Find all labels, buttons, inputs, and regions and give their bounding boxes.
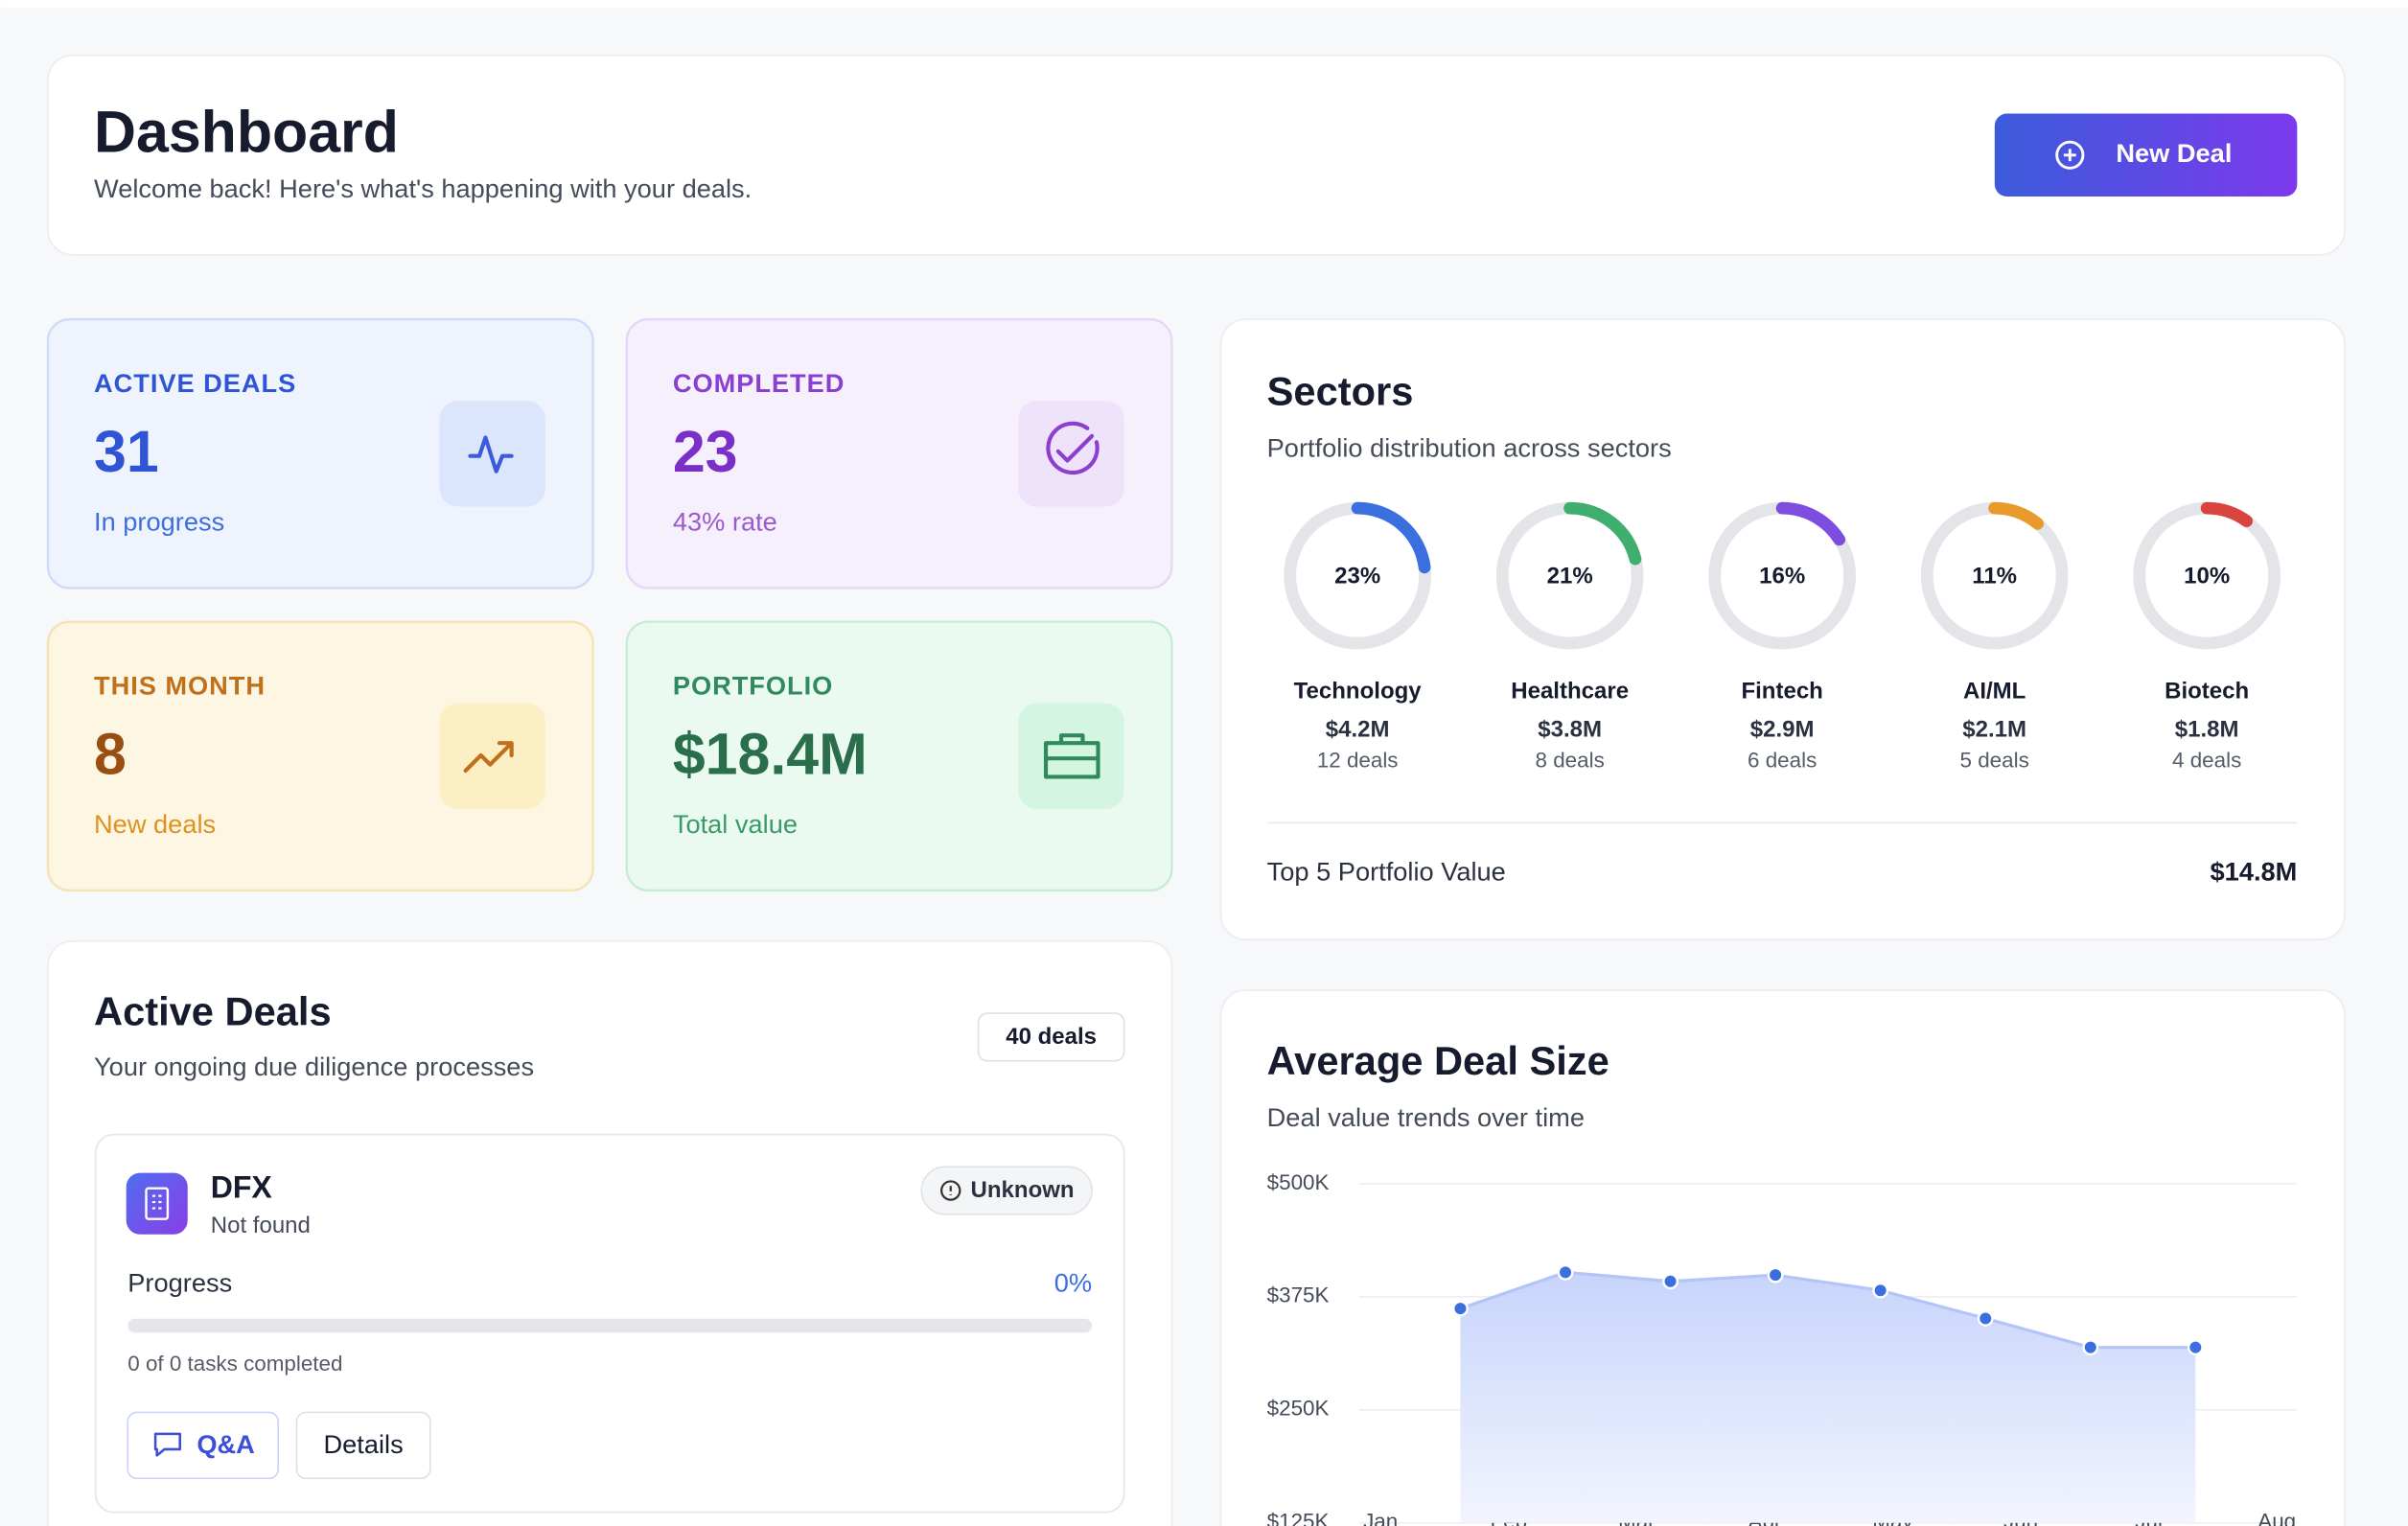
sector-name: AI/ML — [1963, 679, 2026, 705]
sector-value: $2.9M — [1750, 717, 1815, 743]
stat-card — [625, 620, 1173, 892]
chart-title: Average Deal Size — [1267, 1038, 1609, 1083]
progress-bar — [127, 1318, 1093, 1333]
stat-icon — [463, 741, 514, 774]
stat-value: 8 — [94, 721, 127, 786]
chart-subtitle: Deal value trends over time — [1267, 1102, 1585, 1132]
stat-icon — [1046, 421, 1100, 475]
sectors-title: Sectors — [1267, 369, 1414, 414]
donut-arc — [1708, 501, 1857, 650]
button-label: Details — [324, 1429, 404, 1459]
sector-deals: 5 deals — [1960, 748, 2029, 772]
point — [1767, 1266, 1784, 1283]
y-tick-label: $125K — [1267, 1510, 1330, 1526]
deals-title: Active Deals — [94, 989, 332, 1034]
badge-text: 40 deals — [1006, 1024, 1097, 1050]
donut-label: 23% — [1334, 564, 1380, 590]
stat-icon — [1043, 733, 1100, 779]
details-button[interactable]: Details — [295, 1411, 431, 1480]
new-deal-button[interactable]: New Deal — [1994, 113, 2298, 197]
donut-arc — [1495, 501, 1644, 650]
x-tick-label: Aug — [2258, 1510, 2296, 1526]
donut-label: 10% — [2184, 564, 2230, 590]
donut-label: 21% — [1547, 564, 1593, 590]
button-label: New Deal — [2116, 138, 2232, 168]
top-strip — [0, 0, 2408, 9]
point — [1557, 1263, 1574, 1281]
y-tick-label: $500K — [1267, 1170, 1330, 1194]
stat-card — [625, 317, 1173, 590]
stat-label: THIS MONTH — [94, 671, 266, 701]
point — [1872, 1282, 1889, 1299]
donut-arc — [1284, 501, 1432, 650]
stat-value: 23 — [673, 419, 738, 484]
footer-label: Top 5 Portfolio Value — [1267, 857, 1506, 887]
point — [1977, 1310, 1994, 1327]
stat-icon-box — [1018, 401, 1124, 507]
sector-deals: 4 deals — [2172, 748, 2241, 772]
sector-deals: 6 deals — [1748, 748, 1817, 772]
donut-arc — [2133, 501, 2281, 650]
sector-name: Biotech — [2165, 679, 2249, 705]
donut-label: 16% — [1759, 564, 1805, 590]
stat-icon-box — [439, 703, 545, 810]
sectors-card — [1219, 318, 2346, 941]
y-tick-label: $250K — [1267, 1397, 1330, 1421]
deal-name: DFX — [211, 1170, 273, 1205]
button-label: Q&A — [197, 1429, 254, 1459]
line — [1459, 1270, 2196, 1350]
stat-sub: In progress — [94, 506, 224, 536]
stat-card — [46, 620, 594, 892]
footer-value: $14.8M — [2211, 857, 2298, 887]
point — [2082, 1339, 2099, 1356]
stat-label: ACTIVE DEALS — [94, 368, 296, 398]
point — [2187, 1339, 2204, 1356]
status-pill — [920, 1166, 1093, 1215]
stat-sub: Total value — [673, 809, 798, 839]
header-card — [47, 54, 2346, 256]
page-title: Dashboard — [94, 100, 399, 165]
sector-deals: 12 deals — [1317, 748, 1399, 772]
donut-arc — [1920, 501, 2069, 650]
y-tick-label: $375K — [1267, 1283, 1330, 1307]
stat-label: PORTFOLIO — [673, 671, 833, 701]
stat-icon — [468, 435, 514, 474]
status-text: Unknown — [971, 1177, 1075, 1203]
status-icon — [940, 1180, 961, 1201]
progress-label: Progress — [127, 1268, 232, 1298]
building-icon — [145, 1187, 170, 1220]
point — [1452, 1300, 1469, 1317]
point — [1662, 1273, 1679, 1290]
sector-value: $1.8M — [2175, 717, 2239, 743]
deal-subtitle: Not found — [211, 1213, 311, 1238]
page-subtitle: Welcome back! Here's what's happening wi… — [94, 173, 752, 203]
sector-name: Fintech — [1741, 679, 1822, 705]
stat-icon-box — [1018, 703, 1124, 810]
badge — [977, 1012, 1125, 1062]
deal-icon — [126, 1172, 188, 1235]
sector-value: $3.8M — [1538, 717, 1602, 743]
sectors-subtitle: Portfolio distribution across sectors — [1267, 432, 1672, 462]
qa-button[interactable]: Q&A — [127, 1411, 280, 1480]
sector-name: Healthcare — [1511, 679, 1629, 705]
building-windows — [151, 1194, 162, 1210]
stat-sub: New deals — [94, 809, 216, 839]
donut-label: 11% — [1972, 564, 2017, 590]
sector-deals: 8 deals — [1536, 748, 1605, 772]
area — [1460, 1272, 2196, 1523]
stat-label: COMPLETED — [673, 368, 845, 398]
stat-card — [46, 317, 594, 590]
progress-value: 0% — [1054, 1268, 1092, 1298]
sector-name: Technology — [1294, 679, 1423, 705]
stat-value: 31 — [94, 419, 159, 484]
stat-value: $18.4M — [673, 721, 868, 786]
tasks-text: 0 of 0 tasks completed — [127, 1352, 342, 1376]
deals-subtitle: Your ongoing due diligence processes — [94, 1052, 534, 1081]
sector-value: $2.1M — [1962, 717, 2026, 743]
x-tick-label: Jan — [1363, 1510, 1398, 1526]
sector-value: $4.2M — [1326, 717, 1390, 743]
stat-sub: 43% rate — [673, 506, 777, 536]
